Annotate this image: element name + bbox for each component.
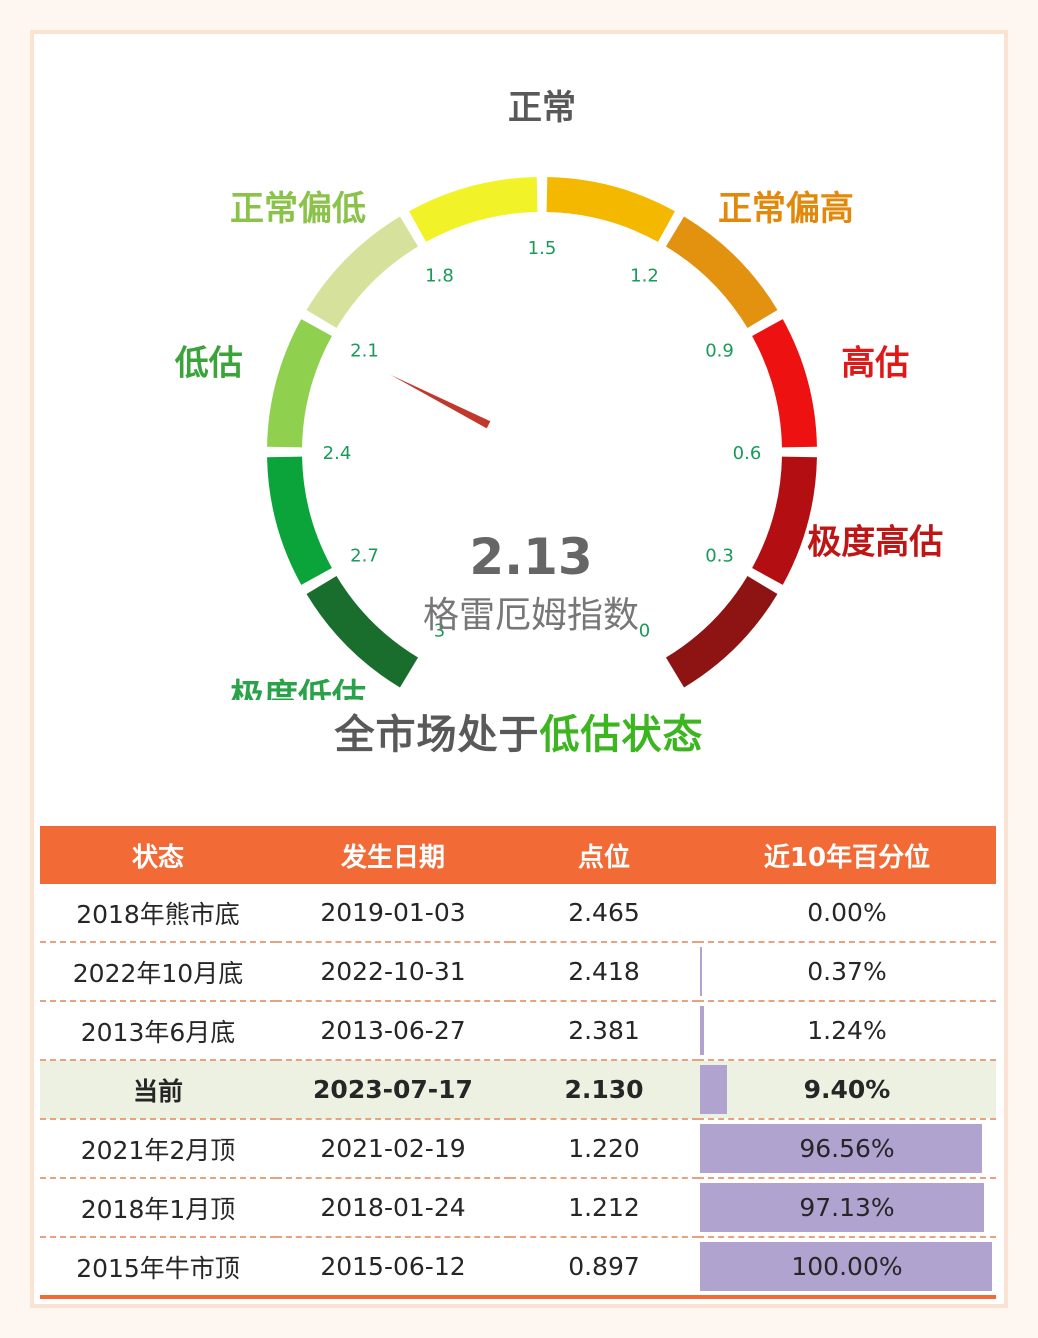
- percentile-bar: [700, 1242, 992, 1291]
- header-percentile: 近10年百分位: [698, 826, 996, 884]
- row-percentile: 97.13%: [698, 1178, 996, 1238]
- gauge-tick-label: 0: [639, 621, 650, 642]
- history-table: 状态 发生日期 点位 近10年百分位 2018年熊市底 2019-01-03 2.4…: [40, 826, 996, 1299]
- percentile-text: 1.24%: [807, 1016, 887, 1045]
- table-row: 2013年6月底 2013-06-27 2.381 1.24%: [40, 1001, 996, 1061]
- gauge-tick-label: 1.8: [425, 265, 454, 286]
- row-level: 2.130: [510, 1060, 698, 1120]
- table-row: 当前 2023-07-17 2.130 9.40%: [40, 1060, 996, 1120]
- row-state: 2015年牛市顶: [40, 1237, 276, 1299]
- header-level: 点位: [510, 826, 698, 884]
- table-row: 2018年1月顶 2018-01-24 1.212 97.13%: [40, 1178, 996, 1238]
- row-date: 2022-10-31: [276, 942, 510, 1002]
- percentile-text: 0.00%: [807, 898, 887, 927]
- gauge-needle: [390, 374, 491, 429]
- row-level: 2.465: [510, 884, 698, 943]
- row-level: 0.897: [510, 1237, 698, 1299]
- gauge-tick-label: 0.6: [733, 443, 762, 464]
- row-percentile: 1.24%: [698, 1001, 996, 1061]
- row-state: 2018年1月顶: [40, 1178, 276, 1238]
- header-date: 发生日期: [276, 826, 510, 884]
- gauge-zone-arc: [267, 319, 332, 448]
- row-level: 1.220: [510, 1119, 698, 1179]
- row-percentile: 9.40%: [698, 1060, 996, 1120]
- row-level: 2.418: [510, 942, 698, 1002]
- gauge-chart: 3 2.7 2.4 2.1 1.8 1.5 1.2 0.9 0.6 0.3 0 极度低估 低估 正常偏低 正…: [175, 88, 943, 700]
- gauge-zone-arc: [752, 319, 817, 448]
- percentile-text: 96.56%: [799, 1134, 895, 1163]
- table-row: 2022年10月底 2022-10-31 2.418 0.37%: [40, 942, 996, 1002]
- gauge-tick-label: 0.3: [705, 546, 734, 567]
- gauge-tick-label: 0.9: [705, 341, 734, 362]
- row-state: 2021年2月顶: [40, 1119, 276, 1179]
- gauge-zone-label: 低估: [175, 344, 243, 384]
- row-date: 2023-07-17: [276, 1060, 510, 1120]
- gauge-zone-arc: [665, 216, 778, 329]
- row-date: 2018-01-24: [276, 1178, 510, 1238]
- gauge-value: 2.13: [469, 528, 592, 586]
- percentile-bar: [700, 1006, 704, 1055]
- gauge-title: 格雷厄姆指数: [423, 595, 639, 636]
- headline-prefix: 全市场处于: [334, 712, 540, 758]
- gauge-zone-label: 高估: [841, 344, 909, 384]
- table-body: 2018年熊市底 2019-01-03 2.465 0.00% 2022年10月底 202…: [40, 884, 996, 1299]
- gauge-zone-arc: [752, 456, 817, 585]
- row-percentile: 96.56%: [698, 1119, 996, 1179]
- gauge-zone-arc: [306, 216, 419, 329]
- gauge-tick-label: 2.4: [323, 443, 352, 464]
- row-date: 2019-01-03: [276, 884, 510, 943]
- table-row: 2018年熊市底 2019-01-03 2.465 0.00%: [40, 884, 996, 943]
- row-level: 1.212: [510, 1178, 698, 1238]
- header-state: 状态: [40, 826, 276, 884]
- row-state: 2022年10月底: [40, 942, 276, 1002]
- gauge-tick-label: 1.2: [630, 265, 659, 286]
- gauge-zone-label: 极度高估: [807, 522, 943, 562]
- row-state: 当前: [40, 1060, 276, 1120]
- percentile-bar: [700, 947, 702, 996]
- gauge-zone-label: 正常: [508, 88, 576, 128]
- gauge-zone-arc: [306, 575, 419, 688]
- percentile-text: 0.37%: [807, 957, 887, 986]
- percentile-text: 100.00%: [791, 1252, 903, 1281]
- percentile-text: 97.13%: [799, 1193, 895, 1222]
- row-date: 2015-06-12: [276, 1237, 510, 1299]
- row-percentile: 100.00%: [698, 1237, 996, 1299]
- table-header-row: 状态 发生日期 点位 近10年百分位: [40, 826, 996, 884]
- gauge-zone-label: 极度低估: [230, 677, 366, 700]
- percentile-bar: [700, 1124, 982, 1173]
- percentile-text: 9.40%: [803, 1075, 891, 1104]
- row-state: 2013年6月底: [40, 1001, 276, 1061]
- row-date: 2013-06-27: [276, 1001, 510, 1061]
- row-percentile: 0.37%: [698, 942, 996, 1002]
- percentile-bar: [700, 1183, 984, 1232]
- row-level: 2.381: [510, 1001, 698, 1061]
- table-row: 2021年2月顶 2021-02-19 1.220 96.56%: [40, 1119, 996, 1179]
- gauge-tick-label: 2.1: [350, 341, 379, 362]
- table-row: 2015年牛市顶 2015-06-12 0.897 100.00%: [40, 1237, 996, 1299]
- row-state: 2018年熊市底: [40, 884, 276, 943]
- headline-highlight: 低估状态: [539, 712, 704, 758]
- percentile-bar: [700, 1065, 728, 1114]
- gauge-tick-label: 2.7: [350, 546, 379, 567]
- gauge-tick-label: 3: [434, 621, 445, 642]
- gauge-zone-label: 正常偏高: [718, 189, 854, 229]
- gauge-tick-label: 1.5: [528, 238, 557, 259]
- gauge-zone-label: 正常偏低: [230, 189, 366, 229]
- gauge-zone-arc: [409, 177, 538, 242]
- status-headline: 全市场处于低估状态: [0, 702, 1038, 760]
- row-date: 2021-02-19: [276, 1119, 510, 1179]
- gauge-zone-arc: [546, 177, 675, 242]
- row-percentile: 0.00%: [698, 884, 996, 943]
- gauge-zone-arc: [665, 575, 778, 688]
- gauge-zone-arc: [267, 456, 332, 585]
